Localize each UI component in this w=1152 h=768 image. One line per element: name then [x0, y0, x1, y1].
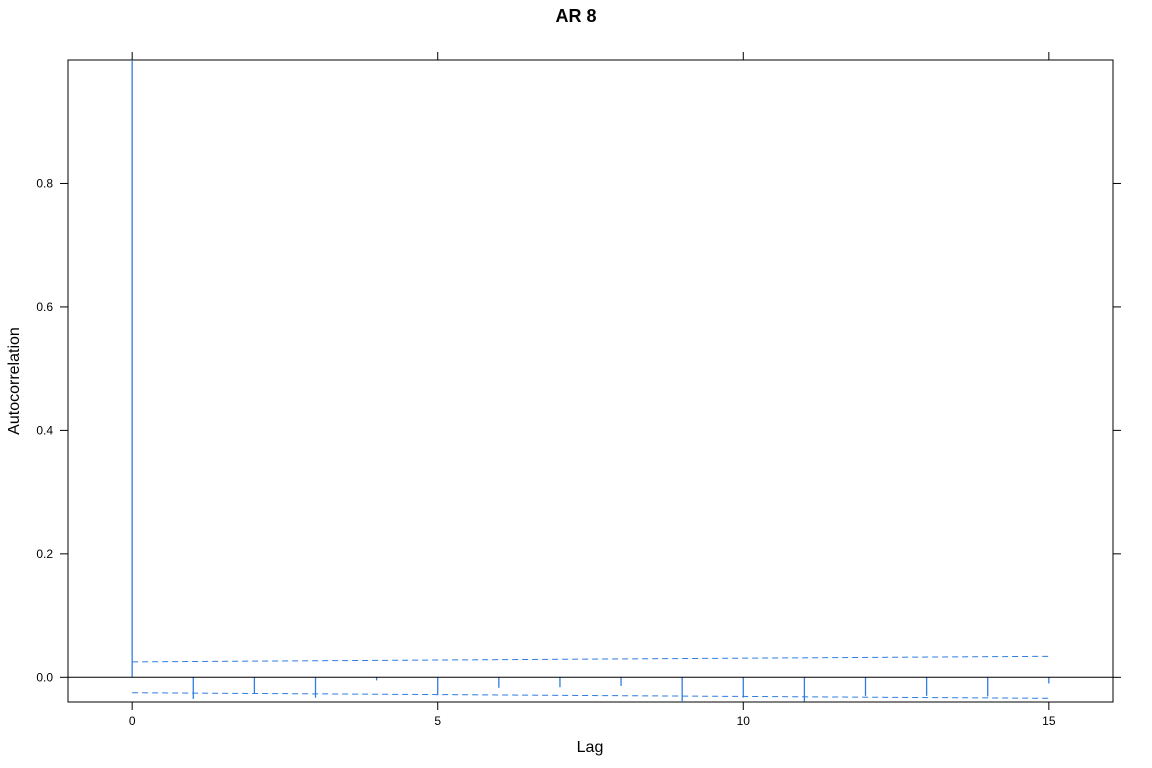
chart-title: AR 8 [555, 6, 596, 26]
acf-bars [131, 60, 1050, 702]
y-axis-label: Autocorrelation [6, 327, 23, 435]
y-tick-label: 0.2 [36, 547, 53, 561]
confidence-bands [132, 655, 1049, 699]
y-tick-label: 0.8 [36, 176, 53, 190]
x-tick-label: 5 [434, 714, 441, 728]
y-tick-label: 0.6 [36, 300, 53, 314]
y-tick-label: 0.4 [36, 423, 53, 437]
x-tick-label: 0 [129, 714, 136, 728]
y-tick-label: 0.0 [36, 670, 53, 684]
x-tick-label: 15 [1042, 714, 1056, 728]
confidence-band-lower [132, 692, 1049, 699]
confidence-band-upper [132, 655, 1049, 663]
plot-frame [67, 59, 1114, 703]
axis-ticks: 0 5 10 15 0.0 0.2 0.4 0.6 0.8 [36, 52, 1121, 728]
x-tick-label: 10 [737, 714, 751, 728]
x-axis-label: Lag [577, 739, 604, 756]
